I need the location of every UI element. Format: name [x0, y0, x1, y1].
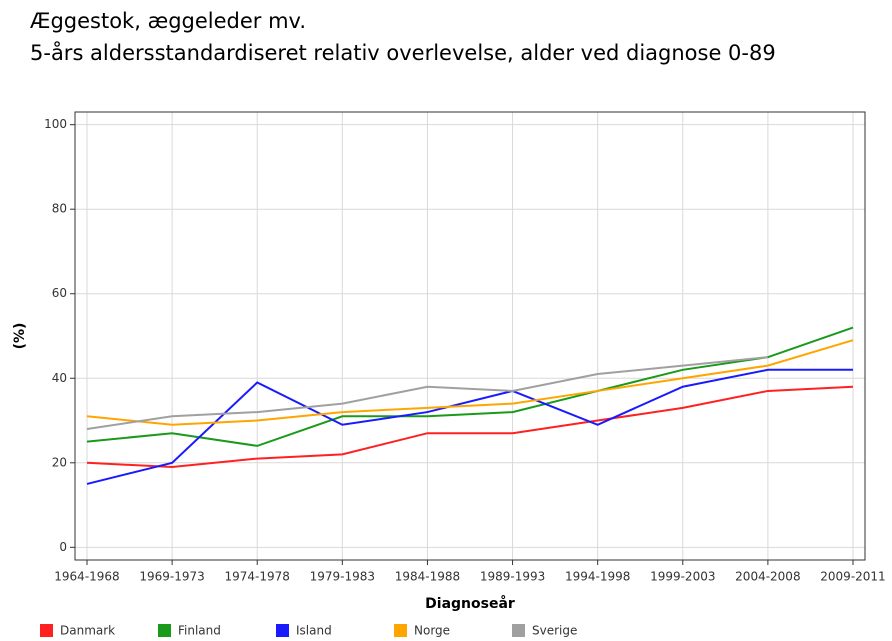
line-series — [86, 339, 854, 426]
legend-label: Finland — [178, 624, 221, 638]
legend-label: Danmark — [60, 624, 115, 638]
x-tick-label: 2004-2008 — [735, 570, 800, 584]
x-tick-label: 1984-1988 — [395, 570, 460, 584]
legend-swatch — [512, 624, 525, 637]
legend-swatch — [276, 624, 289, 637]
legend-swatch — [158, 624, 171, 637]
x-tick-label: 1999-2003 — [650, 570, 715, 584]
x-tick-label: 1974-1978 — [225, 570, 290, 584]
line-series — [86, 368, 853, 485]
x-tick-label: 1989-1993 — [480, 570, 545, 584]
chart-title: Æggestok, æggeleder mv. — [30, 9, 306, 33]
x-tick-label: 2009-2011 — [820, 570, 885, 584]
x-axis-label: Diagnoseår — [425, 595, 515, 612]
y-axis-label: (%) — [12, 323, 28, 350]
x-tick-label: 1969-1973 — [139, 570, 204, 584]
legend-label: Island — [296, 624, 332, 638]
y-tick-label: 100 — [44, 117, 67, 131]
x-tick-label: 1994-1998 — [565, 570, 630, 584]
line-series — [86, 326, 854, 447]
chart-subtitle: 5-års aldersstandardiseret relativ overl… — [30, 40, 776, 65]
x-tick-label: 1979-1983 — [310, 570, 375, 584]
y-tick-label: 40 — [52, 371, 67, 385]
y-tick-label: 20 — [52, 455, 67, 469]
y-tick-label: 80 — [52, 202, 67, 216]
line-series — [86, 385, 854, 469]
line-series — [86, 356, 768, 430]
legend-label: Sverige — [532, 624, 577, 638]
x-tick-label: 1964-1968 — [54, 570, 119, 584]
y-tick-label: 0 — [59, 540, 67, 554]
legend-label: Norge — [414, 624, 450, 638]
y-tick-label: 60 — [52, 286, 67, 300]
legend-swatch — [40, 624, 53, 637]
legend-swatch — [394, 624, 407, 637]
plot-frame — [74, 111, 866, 561]
